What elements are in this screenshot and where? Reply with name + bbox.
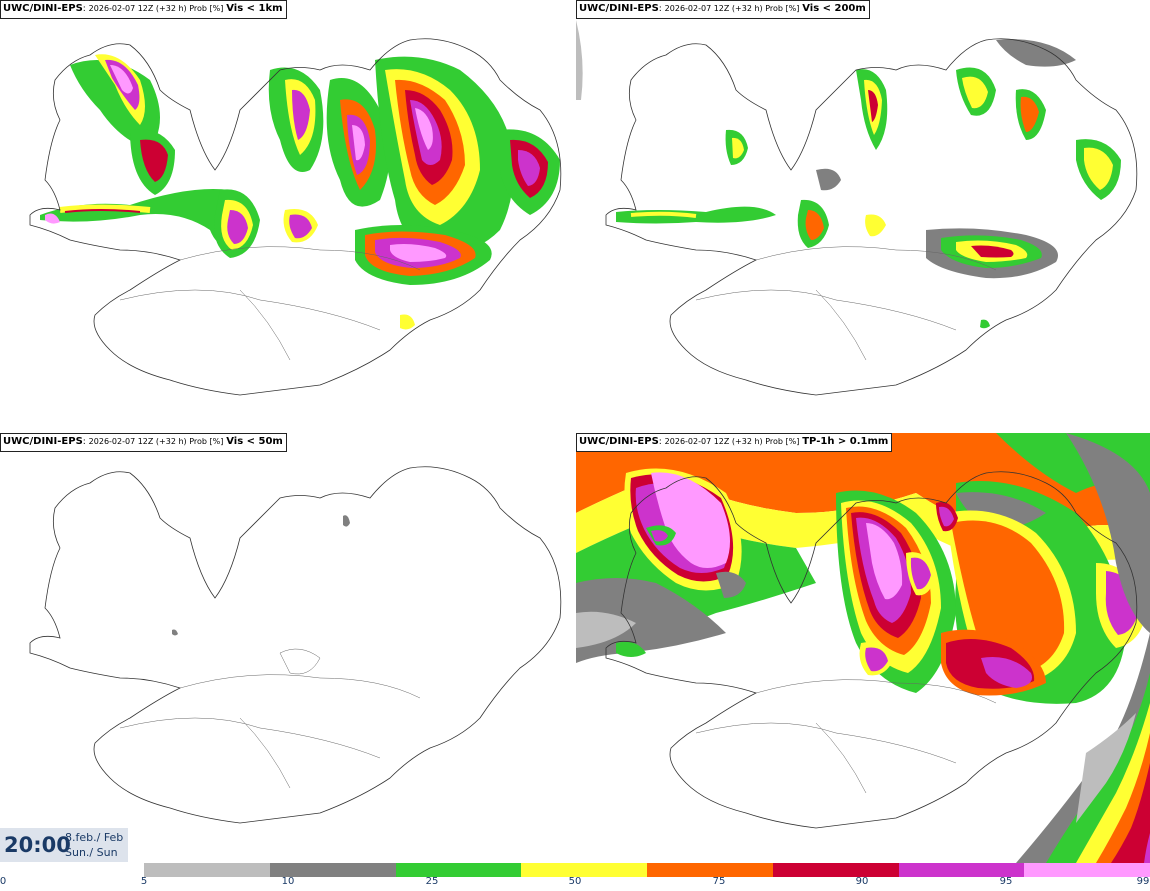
legend-tick-label: 10 bbox=[281, 876, 295, 887]
legend-tick-label: 5 bbox=[140, 876, 148, 887]
panel-title: UWC/DINI-EPS: 2026-02-07 12Z (+32 h) Pro… bbox=[576, 433, 893, 452]
legend-tick-label: 0 bbox=[0, 876, 7, 887]
map-iceland bbox=[29, 466, 562, 824]
probability-field bbox=[40, 54, 560, 330]
legend-swatch bbox=[1024, 863, 1150, 877]
coastline bbox=[605, 38, 1138, 396]
valid-date-line2: Sun./ Sun bbox=[65, 846, 118, 859]
coastline bbox=[605, 471, 1138, 829]
valid-date-line1: 8.feb./ Feb bbox=[65, 831, 124, 844]
map-iceland bbox=[29, 38, 562, 396]
valid-time: 20:00 bbox=[4, 833, 71, 857]
legend-tick-label: 95 bbox=[999, 876, 1013, 887]
map-iceland bbox=[576, 20, 1138, 396]
legend-tick-label: 75 bbox=[712, 876, 726, 887]
legend-swatch bbox=[521, 863, 647, 877]
valid-time-box: 20:00 8.feb./ Feb Sun./ Sun bbox=[0, 828, 128, 862]
probability-field bbox=[576, 20, 1121, 329]
panel-title: UWC/DINI-EPS: 2026-02-07 12Z (+32 h) Pro… bbox=[576, 0, 870, 19]
map-panel-tp-1h: UWC/DINI-EPS: 2026-02-07 12Z (+32 h) Pro… bbox=[576, 433, 1150, 863]
legend-swatch bbox=[144, 863, 270, 877]
legend-swatch bbox=[647, 863, 773, 877]
legend-colorbar bbox=[144, 863, 1150, 877]
map-iceland bbox=[576, 433, 1150, 863]
legend-tick-label: 99 bbox=[1136, 876, 1150, 887]
coastline bbox=[29, 466, 562, 824]
coastline bbox=[29, 38, 562, 396]
panel-title: UWC/DINI-EPS: 2026-02-07 12Z (+32 h) Pro… bbox=[0, 0, 287, 19]
legend-tick-label: 50 bbox=[568, 876, 582, 887]
panel-title: UWC/DINI-EPS: 2026-02-07 12Z (+32 h) Pro… bbox=[0, 433, 287, 452]
legend-swatch bbox=[269, 863, 396, 877]
map-panel-vis-200m: UWC/DINI-EPS: 2026-02-07 12Z (+32 h) Pro… bbox=[576, 0, 1150, 430]
legend-ticks: 0 5 10 25 50 75 90 95 99 bbox=[0, 876, 1150, 891]
legend-swatch bbox=[395, 863, 522, 877]
legend-tick-label: 25 bbox=[425, 876, 439, 887]
map-panel-vis-1km: UWC/DINI-EPS: 2026-02-07 12Z (+32 h) Pro… bbox=[0, 0, 574, 430]
legend-swatch bbox=[772, 863, 899, 877]
legend-swatch bbox=[898, 863, 1025, 877]
probability-field bbox=[172, 515, 350, 636]
map-panel-vis-50m: UWC/DINI-EPS: 2026-02-07 12Z (+32 h) Pro… bbox=[0, 433, 574, 863]
probability-field bbox=[576, 433, 1150, 863]
legend-tick-label: 90 bbox=[855, 876, 869, 887]
